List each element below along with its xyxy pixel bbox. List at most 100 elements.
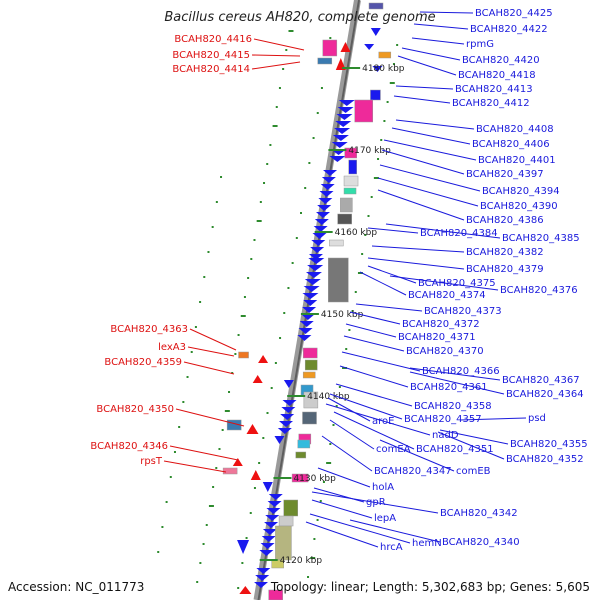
intergenic-dot [224,410,230,412]
intergenic-dot [354,291,357,293]
intergenic-dot [383,120,386,122]
gene-box [378,51,392,59]
gene-label-forward: BCAH820_4340 [442,537,520,548]
gene-label-forward: BCAH820_4379 [466,264,544,275]
gene-arrow-forward [274,436,285,444]
label-leader [311,499,373,519]
intergenic-dot [316,519,319,521]
label-leader [381,149,465,175]
intergenic-dot [278,87,281,89]
intergenic-dot [313,538,316,540]
gene-arrow-stack [267,501,282,507]
label-leader [321,435,373,472]
intergenic-dot [342,367,348,369]
intergenic-dot [329,443,332,445]
gene-arrow-stack [254,582,269,588]
gene-arrow-stack [298,328,313,334]
label-leader [377,177,479,207]
scale-tick-label: 4170 kbp [348,146,391,156]
gene-label-forward: BCAH820_4394 [482,186,560,197]
gene-arrow-reverse [239,586,252,594]
intergenic-dot [308,162,311,164]
gene-arrow-stack [319,191,334,197]
gene-arrow-stack [311,240,326,246]
intergenic-dot [295,237,298,239]
intergenic-dot [249,512,252,514]
intergenic-dot [237,334,240,336]
label-leader [333,411,415,450]
gene-box [303,391,319,409]
label-leader [329,393,403,420]
intergenic-dot [199,562,202,564]
intergenic-dot [367,215,370,217]
gene-arrow-stack [305,272,322,278]
label-leader [377,189,465,221]
gene-labels: BCAH820_4425 BCAH820_4422 rpmG BCAH820_4420… [90,8,587,553]
intergenic-dot [357,272,363,274]
intergenic-dot [396,44,399,46]
gene-label-reverse: lexA3 [158,342,186,353]
gene-label-forward: BCAH820_4372 [402,319,480,330]
gene-arrow-forward [364,44,375,50]
intergenic-dot [288,30,294,32]
scale-tick-label: 4150 kbp [321,310,364,320]
gene-arrow-stack [334,128,351,134]
intergenic-dot [322,481,325,483]
gene-label-reverse: BCAH820_4350 [96,404,174,415]
intergenic-dot [240,315,246,317]
gene-features [222,2,392,600]
gene-box [297,439,311,449]
gene-label-reverse: BCAH820_4346 [90,441,168,452]
gene-label-forward: BCAH820_4358 [414,401,492,412]
gene-box [291,473,309,483]
intergenic-dot [262,437,265,439]
intergenic-dot [199,301,202,303]
gene-label-forward: BCAH820_4375 [418,278,496,289]
gene-arrow-stack [336,114,353,120]
gene-label-forward: hrcA [380,542,403,553]
gene-box [343,175,359,187]
intergenic-dot [335,405,338,407]
intergenic-dots [157,30,399,589]
label-leader [345,323,397,338]
intergenic-dot [275,106,278,108]
gene-label-forward: BCAH820_4401 [478,155,556,166]
intergenic-dot [364,234,367,236]
gene-label-forward: BCAH820_4342 [440,508,518,519]
gene-label-forward: BCAH820_4364 [506,389,584,400]
label-leader [355,303,423,312]
gene-arrow-stack [329,156,346,162]
gene-box [344,147,357,159]
intergenic-dot [320,87,323,89]
label-leader [439,429,509,445]
intergenic-dot [263,182,266,184]
intergenic-dot [266,412,269,414]
scale-tick-label: 4180 kbp [362,64,405,74]
gene-label-forward: BCAH820_4361 [410,382,488,393]
intergenic-dot [234,353,237,355]
gene-arrow-stack [255,575,270,581]
intergenic-dot [310,557,316,559]
intergenic-dot [215,467,218,469]
intergenic-dot [389,82,395,84]
gene-box [337,213,352,225]
intergenic-dot [282,68,285,70]
label-leader [411,37,465,45]
scale-tick-label: 4160 kbp [335,228,378,238]
gene-label-forward: BCAH820_4390 [480,201,558,212]
intergenic-dot [283,312,286,314]
gene-label-forward: BCAH820_4355 [510,439,588,450]
label-leader [379,439,455,472]
intergenic-dot [274,362,277,364]
scale-tick-label: 4140 kbp [307,392,350,402]
intergenic-dot [285,49,288,51]
gene-label-reverse: BCAH820_4359 [104,357,182,368]
gene-label-reverse: BCAH820_4415 [172,50,250,61]
intergenic-dot [247,277,250,279]
gene-box [295,451,307,459]
intergenic-dot [338,386,341,388]
intergenic-dot [228,391,231,393]
intergenic-dot [211,226,214,228]
gene-label-reverse: rpsT [140,456,163,467]
gene-arrow-stack [318,198,333,204]
